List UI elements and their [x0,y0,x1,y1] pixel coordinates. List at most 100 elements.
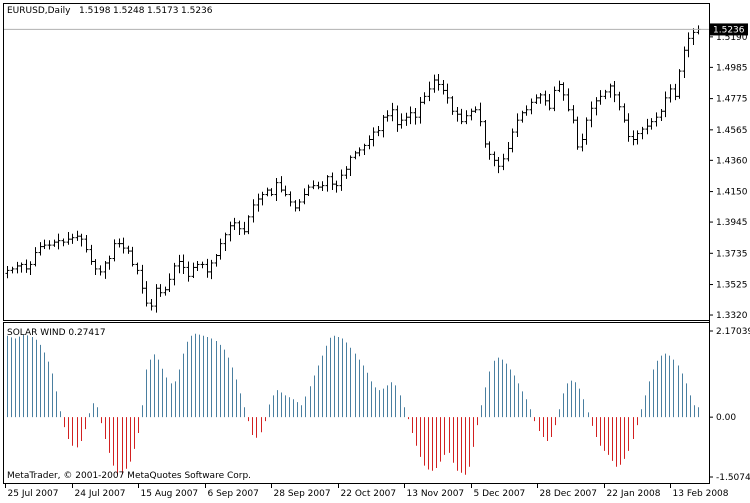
ohlc-bar [589,101,594,128]
ohlc-bar [682,46,687,79]
ohlc-bar [260,191,265,206]
ohlc-bar [594,97,599,116]
current-price-tag-label: 1.5236 [713,25,745,35]
time-tick: 25 Jul 2007 [5,484,58,499]
ohlc-bar [561,82,566,101]
ohlc-bar [603,89,608,100]
ohlc-bar [209,259,214,280]
ohlc-bar [56,233,61,250]
time-tick-label: 13 Feb 2008 [673,489,729,499]
ohlc-bar [325,175,330,192]
ohlc-bar [279,176,284,193]
ohlc-bar [506,142,511,162]
price-tick-label: 1.4985 [716,63,748,73]
ohlc-bar [344,166,349,179]
ohlc-bar [107,255,112,270]
ohlc-bar [455,106,460,122]
ohlc-bar [149,299,154,311]
ohlc-bar [205,258,210,278]
ohlc-bar [496,157,501,174]
indicator-tick: 2.17039 [709,327,750,337]
ohlc-bar [668,84,673,103]
ohlc-bar [283,185,288,197]
time-tick: 24 Jul 2007 [72,484,125,499]
ohlc-bar [89,244,94,265]
time-tick-label: 28 Sep 2007 [274,489,331,499]
ohlc-bar [66,231,71,245]
ohlc-bar [663,91,668,118]
ohlc-bar [288,191,293,207]
price-tick: 1.4565 [709,126,748,136]
price-bars-group [5,25,701,313]
ohlc-bar [228,221,233,242]
ohlc-bar [172,262,177,286]
ohlc-bar [427,81,432,102]
ohlc-bar [242,221,247,235]
ohlc-bar [256,193,261,212]
ohlc-bar [371,127,376,147]
price-tick: 1.5190 [709,33,748,43]
price-tick-label: 1.3525 [716,281,748,291]
ohlc-bar [15,261,20,274]
ohlc-bar [362,143,367,155]
ohlc-bar [126,245,131,254]
time-tick-label: 6 Sep 2007 [208,489,259,499]
ohlc-bar [140,264,145,294]
price-tick-label: 1.4565 [716,126,748,136]
price-tick: 1.4775 [709,95,748,105]
ohlc-bar [612,80,617,103]
ohlc-bar [649,118,654,130]
ohlc-bar [19,262,24,273]
price-axis-ticks: 1.5190 1.4985 1.4775 1.4565 1.4360 1.4150 1.39… [709,33,748,321]
copyright-text: MetaTrader, © 2001-2007 MetaQuotes Softw… [7,471,251,481]
ohlc-bar [311,180,316,190]
ohlc-bar [399,113,404,129]
ohlc-bar [469,108,474,121]
ohlc-bar [617,91,622,111]
ohlc-close: 1.5236 [181,6,213,16]
ohlc-bar [408,106,413,125]
ohlc-bar [436,74,441,91]
ohlc-bar [520,110,525,123]
time-tick: 13 Nov 2007 [404,484,465,499]
ohlc-bar [84,235,89,253]
ohlc-bar [214,253,219,267]
ohlc-bar [297,199,302,212]
ohlc-high: 1.5248 [113,6,145,16]
ohlc-bar [47,240,52,250]
ohlc-bar [645,118,650,135]
ohlc-bar [130,246,135,267]
time-tick-label: 22 Jan 2008 [607,489,661,499]
ohlc-bar [5,265,10,279]
ohlc-bar [191,262,196,278]
ohlc-bar [339,169,344,191]
ohlc-bar [557,80,562,93]
price-tick: 1.3735 [709,249,748,259]
ohlc-bar [306,184,311,197]
ohlc-bar [218,238,223,260]
ohlc-bar [269,188,274,197]
ohlc-bar [42,239,47,250]
ohlc-bar [691,28,696,45]
ohlc-bar [316,181,321,190]
ohlc-bar [52,239,57,247]
ohlc-bar [459,108,464,125]
ohlc-bar [450,96,455,115]
time-tick: 13 Feb 2008 [670,484,729,499]
time-tick-label: 13 Nov 2007 [407,489,465,499]
ohlc-bar [529,98,534,115]
time-tick-label: 15 Aug 2007 [141,489,199,499]
ohlc-bar [422,92,427,105]
ohlc-bar [24,259,29,273]
ohlc-bar [445,83,450,104]
ohlc-bar [61,238,66,247]
ohlc-bar [524,105,529,116]
indicator-panel-frame [3,322,710,484]
ohlc-bar [413,108,418,125]
ohlc-bar [154,284,159,313]
ohlc-bar [385,110,390,122]
ohlc-bar [487,141,492,160]
ohlc-bar [181,254,186,275]
ohlc-bar [117,238,122,248]
